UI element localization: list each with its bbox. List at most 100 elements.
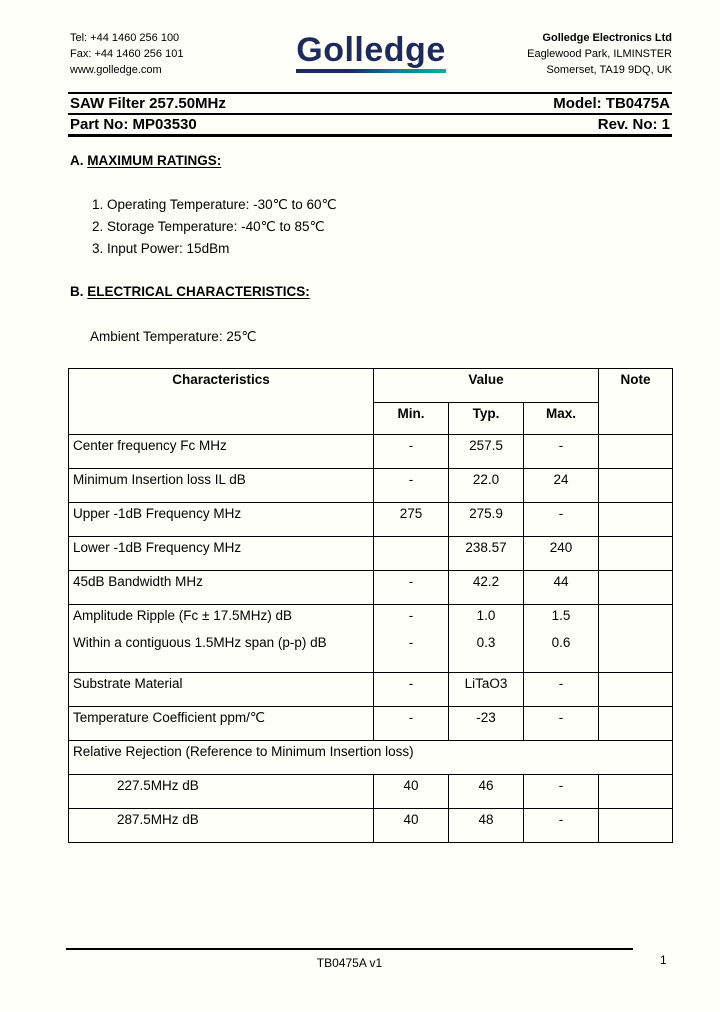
page-header: Tel: +44 1460 256 100 Fax: +44 1460 256 … <box>70 30 672 78</box>
cell-characteristic: Minimum Insertion loss IL dB <box>68 468 374 503</box>
ratings-list: 1. Operating Temperature: -30℃ to 60℃ 2.… <box>92 194 337 260</box>
cell-typ: 46 <box>448 774 524 809</box>
cell-note <box>598 536 674 571</box>
cell-typ: -23 <box>448 706 524 741</box>
table-subheader-row: Min. Typ. Max. <box>69 402 673 435</box>
part-number: Part No: MP03530 <box>70 116 197 133</box>
ripple-line1-max: 1.5 <box>551 608 571 623</box>
cell-max: - <box>522 672 600 707</box>
title-row-product: SAW Filter 257.50MHz Model: TB0475A <box>68 94 672 115</box>
list-item: 1. Operating Temperature: -30℃ to 60℃ <box>92 197 337 212</box>
cell-max: - <box>522 774 600 809</box>
address-line2: Somerset, TA19 9DQ, UK <box>546 64 672 76</box>
contact-fax: Fax: +44 1460 256 101 <box>70 48 184 60</box>
cell-characteristic: Center frequency Fc MHz <box>68 434 374 469</box>
logo-wordmark: Golledge <box>296 31 446 69</box>
cell-characteristic: Upper -1dB Frequency MHz <box>68 502 374 537</box>
table-row-relative-rejection: Relative Rejection (Reference to Minimum… <box>67 740 674 775</box>
cell-typ: 42.2 <box>448 570 524 605</box>
cell-max: 240 <box>522 536 600 571</box>
cell-min: - - <box>373 604 449 673</box>
table-row: 227.5MHz dB 40 46 - <box>68 774 674 809</box>
cell-characteristic: 45dB Bandwidth MHz <box>68 570 374 605</box>
ripple-line2-max: 0.6 <box>551 635 571 650</box>
footer-doc-ref: TB0475A v1 <box>316 956 383 970</box>
ripple-line1-label: Amplitude Ripple (Fc ± 17.5MHz) dB <box>73 608 292 623</box>
footer-divider <box>66 948 633 950</box>
cell-typ: 22.0 <box>448 468 524 503</box>
model-number: Model: TB0475A <box>553 95 670 112</box>
cell-min: - <box>373 570 449 605</box>
cell-note <box>598 604 674 673</box>
relative-rejection-label: Relative Rejection (Reference to Minimum… <box>67 740 674 775</box>
cell-typ: 257.5 <box>448 434 524 469</box>
cell-max: - <box>522 706 600 741</box>
col-header-note: Note <box>598 368 674 435</box>
cell-characteristic: Amplitude Ripple (Fc ± 17.5MHz) dB Withi… <box>68 604 374 673</box>
cell-note <box>598 502 674 537</box>
cell-max: - <box>522 808 600 843</box>
col-header-max: Max. <box>522 402 600 435</box>
section-a-label: A. <box>70 153 84 168</box>
table-row: 287.5MHz dB 40 48 - <box>68 808 674 843</box>
cell-min: - <box>373 672 449 707</box>
product-title: SAW Filter 257.50MHz <box>70 95 226 112</box>
cell-characteristic: Substrate Material <box>68 672 374 707</box>
electrical-characteristics-table: Characteristics Value Note Min. Typ. Max… <box>67 368 674 843</box>
ripple-line2-min: - <box>408 635 414 650</box>
section-maximum-ratings: A. MAXIMUM RATINGS: 1. Operating Tempera… <box>70 153 337 260</box>
cell-min: - <box>373 434 449 469</box>
ripple-line1-min: - <box>408 608 414 623</box>
cell-typ: 48 <box>448 808 524 843</box>
table-row-amplitude-ripple: Amplitude Ripple (Fc ± 17.5MHz) dB Withi… <box>68 604 674 673</box>
page-number: 1 <box>660 953 667 967</box>
table-row: Upper -1dB Frequency MHz 275 275.9 - <box>68 502 674 537</box>
cell-max: 1.5 0.6 <box>522 604 600 673</box>
company-name: Golledge Electronics Ltd <box>542 32 672 44</box>
ambient-temperature: Ambient Temperature: 25℃ <box>90 329 257 344</box>
cell-min: - <box>373 468 449 503</box>
cell-typ: LiTaO3 <box>448 672 524 707</box>
golledge-logo: Golledge <box>296 31 446 73</box>
contact-tel: Tel: +44 1460 256 100 <box>70 32 180 44</box>
ripple-line1-typ: 1.0 <box>476 608 496 623</box>
logo-wrap: Golledge <box>260 30 482 73</box>
address-block: Golledge Electronics Ltd Eaglewood Park,… <box>482 30 672 78</box>
section-a-heading: A. MAXIMUM RATINGS: <box>70 153 337 168</box>
table-row: Lower -1dB Frequency MHz 238.57 240 <box>68 536 674 571</box>
table-header-row: Characteristics Value Note <box>68 368 674 435</box>
list-item: 2. Storage Temperature: -40℃ to 85℃ <box>92 219 325 234</box>
cell-note <box>598 808 674 843</box>
cell-typ: 1.0 0.3 <box>448 604 524 673</box>
table-row: Center frequency Fc MHz - 257.5 - <box>68 434 674 469</box>
cell-note <box>598 468 674 503</box>
table-row: Minimum Insertion loss IL dB - 22.0 24 <box>68 468 674 503</box>
contact-block: Tel: +44 1460 256 100 Fax: +44 1460 256 … <box>70 30 260 78</box>
cell-min: 275 <box>373 502 449 537</box>
cell-typ: 275.9 <box>448 502 524 537</box>
col-header-typ: Typ. <box>448 402 524 435</box>
section-b-label: B. <box>70 284 84 299</box>
cell-max: - <box>522 434 600 469</box>
address-line1: Eaglewood Park, ILMINSTER <box>527 48 672 60</box>
cell-characteristic: 227.5MHz dB <box>68 774 374 809</box>
cell-min: - <box>373 706 449 741</box>
section-electrical-characteristics: B. ELECTRICAL CHARACTERISTICS: Ambient T… <box>70 284 310 345</box>
table-row: Substrate Material - LiTaO3 - <box>68 672 674 707</box>
section-b-heading: B. ELECTRICAL CHARACTERISTICS: <box>70 284 310 299</box>
section-b-title: ELECTRICAL CHARACTERISTICS: <box>87 284 310 299</box>
cell-max: 44 <box>522 570 600 605</box>
section-a-title: MAXIMUM RATINGS: <box>87 153 222 168</box>
cell-note <box>598 434 674 469</box>
title-block: SAW Filter 257.50MHz Model: TB0475A Part… <box>68 92 672 137</box>
cell-typ: 238.57 <box>448 536 524 571</box>
cell-note <box>598 706 674 741</box>
col-header-value: Value <box>372 368 600 403</box>
title-row-part: Part No: MP03530 Rev. No: 1 <box>68 115 672 134</box>
cell-max: - <box>522 502 600 537</box>
cell-note <box>598 570 674 605</box>
col-header-min: Min. <box>373 402 449 435</box>
cell-min <box>373 536 449 571</box>
list-item: 3. Input Power: 15dBm <box>92 241 230 256</box>
